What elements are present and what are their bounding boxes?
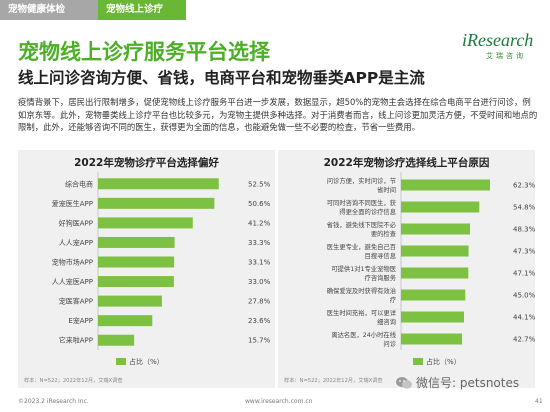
- category-label: 综合电商: [65, 179, 93, 188]
- data-label: 33.0%: [248, 278, 271, 286]
- data-label: 54.8%: [513, 204, 535, 212]
- category-label: 得更全面的诊疗信息: [339, 207, 396, 216]
- category-label: 爱宠医生APP: [52, 199, 93, 208]
- category-label: 确保爱宠及时获得有效治: [327, 286, 396, 295]
- page-subtitle: 线上问诊咨询方便、省钱，电商平台和宠物垂类APP是主流: [18, 69, 425, 87]
- data-label: 52.5%: [248, 180, 271, 188]
- data-label: 47.3%: [513, 248, 535, 256]
- header-tabs: 宠物健康体检 宠物线上诊疗: [0, 0, 186, 20]
- bar: [98, 217, 193, 229]
- category-label: 疗: [390, 295, 397, 304]
- data-label: 47.1%: [513, 270, 535, 278]
- category-label: 离达名医，24小时在线: [331, 330, 396, 339]
- data-label: 44.1%: [513, 314, 535, 322]
- data-label: 23.6%: [248, 317, 271, 325]
- logo-name: iResearch: [462, 30, 534, 50]
- category-label: 可同时咨询不同医生，获: [327, 198, 396, 207]
- wechat-watermark: 微信号: petsnotes: [396, 374, 519, 391]
- data-label: 33.1%: [248, 259, 271, 267]
- category-label: 问诊方便，实时问诊，节: [327, 176, 396, 185]
- data-label: 42.7%: [513, 336, 535, 344]
- iresearch-logo: iResearch 艾瑞咨询: [462, 30, 542, 61]
- bar: [98, 197, 215, 209]
- bar: [98, 236, 175, 248]
- category-label: 细咨询: [377, 317, 396, 326]
- bar: [401, 311, 464, 323]
- bar: [401, 267, 469, 279]
- bar: [98, 276, 174, 288]
- wechat-id: 微信号: petsnotes: [416, 376, 520, 390]
- bar: [98, 315, 153, 327]
- data-label: 27.8%: [248, 298, 271, 306]
- bar: [401, 245, 469, 257]
- data-label: 15.7%: [248, 337, 271, 345]
- bar: [401, 333, 462, 345]
- category-label: 好狗医APP: [59, 218, 93, 227]
- data-label: 50.6%: [248, 200, 271, 208]
- bar: [401, 223, 470, 235]
- right-chart-title: 2022年宠物诊疗选择线上平台原因: [323, 157, 490, 169]
- bar: [401, 289, 466, 301]
- logo-sub: 艾瑞咨询: [486, 52, 526, 60]
- bar: [401, 201, 480, 213]
- footer-copyright: ©2023.2 iResearch Inc.: [18, 398, 89, 405]
- sample-note: 样本：N=522；2022年12月，艾瑞X调查: [284, 376, 383, 384]
- category-label: 省时间: [377, 185, 396, 194]
- left-chart-title: 2022年宠物诊疗平台选择偏好: [74, 157, 219, 169]
- category-label: 省钱，避免线下医院不必: [327, 220, 397, 229]
- category-label: 可提供1对1专业宠物医: [331, 264, 396, 273]
- legend-swatch: [413, 358, 423, 365]
- bar: [98, 256, 175, 268]
- category-label: 医生更专业，避免自己百: [327, 242, 396, 251]
- category-label: E宠APP: [68, 316, 93, 325]
- category-label: 人人宠医APP: [52, 277, 93, 286]
- left-bar-chart: 综合电商 52.5% 爱宠医生APP 50.6% 好狗医APP 41.2% 人人宠APP 33…: [24, 172, 271, 384]
- footer-url: www.iresearch.com.cn: [245, 398, 313, 405]
- tab-pet-health-check[interactable]: 宠物健康体检: [0, 0, 98, 20]
- legend-label: 占比（%）: [129, 357, 164, 366]
- legend-label: 占比（%）: [426, 357, 461, 366]
- left-chart-panel: 2022年宠物诊疗平台选择偏好 综合电商 52.5% 爱宠医生APP 50.6% 好狗医…: [18, 150, 275, 388]
- category-label: 宠物市场APP: [52, 258, 93, 267]
- page-title: 宠物线上诊疗服务平台选择: [18, 40, 270, 64]
- category-label: 目搜寻信息: [365, 251, 396, 260]
- data-label: 45.0%: [513, 292, 535, 300]
- legend-swatch: [116, 358, 126, 365]
- bar: [401, 179, 490, 191]
- data-label: 48.3%: [513, 226, 535, 234]
- wechat-icon: [396, 376, 412, 389]
- sample-note: 样本：N=522；2022年12月，艾瑞X调查: [24, 376, 123, 384]
- category-label: 人人宠APP: [59, 238, 93, 247]
- category-label: 疗咨询服务: [365, 273, 397, 282]
- category-label: 问诊: [383, 339, 396, 348]
- category-label: 医生时间充裕，可以更详: [327, 308, 396, 317]
- data-label: 62.3%: [513, 182, 535, 190]
- intro-paragraph: 疫情背景下，居民出行限制增多，促使宠物线上诊疗服务平台进一步发展，数据显示，超5…: [18, 97, 538, 132]
- category-label: 宠医客APP: [59, 297, 93, 306]
- right-chart-panel: 2022年宠物诊疗选择线上平台原因 问诊方便，实时问诊，节 省时间 62.3% 可同时…: [278, 150, 536, 388]
- category-label: 要的检查: [371, 229, 397, 238]
- tab-pet-online-diagnosis[interactable]: 宠物线上诊疗: [98, 0, 186, 20]
- footer-page-number: 41: [535, 398, 543, 405]
- bar: [98, 178, 219, 190]
- bar: [98, 334, 135, 346]
- bar: [98, 295, 162, 307]
- category-label: 它来啦APP: [59, 336, 93, 345]
- data-label: 33.3%: [248, 239, 271, 247]
- data-label: 41.2%: [248, 219, 271, 227]
